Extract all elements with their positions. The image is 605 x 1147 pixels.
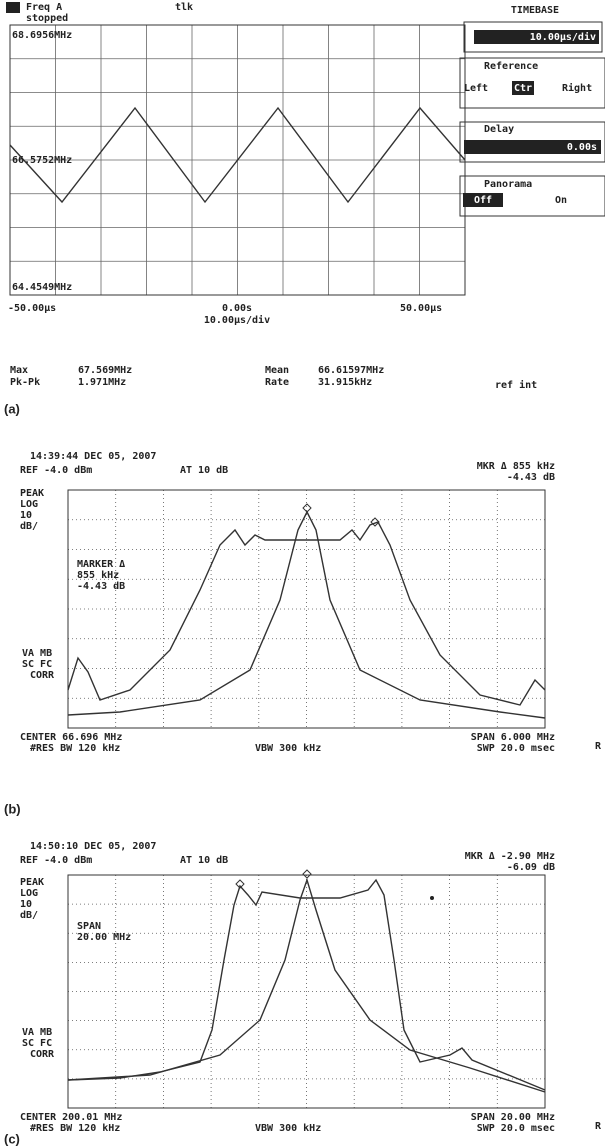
narrow-trace — [67, 877, 546, 1093]
y-label: 64.4549MHz — [12, 282, 72, 293]
footer-edge: R — [595, 1121, 602, 1132]
oscilloscope-panel: Freq A stopped tlk 68.6956MHz 66.5752MHz… — [4, 2, 605, 416]
dot — [430, 896, 434, 900]
marker: MKR Δ 855 kHz — [477, 461, 555, 472]
delay-field — [464, 140, 601, 154]
footer: SPAN 20.00 MHz — [471, 1112, 555, 1123]
y-label: 68.6956MHz — [12, 30, 72, 41]
corr: CORR — [30, 1049, 55, 1060]
caption: (a) — [4, 401, 20, 416]
stat-label: Mean — [265, 365, 289, 376]
corr: SC FC — [22, 659, 52, 670]
spectrum-panel: 14:50:10 DEC 05, 2007 REF -4.0 dBm AT 10… — [4, 841, 602, 1146]
scale: LOG — [20, 499, 38, 510]
footer-edge: R — [595, 741, 602, 752]
ref-level: REF -4.0 dBm — [20, 465, 92, 476]
reference-right: Right — [562, 82, 592, 94]
scale: dB/ — [20, 521, 38, 532]
scale: PEAK — [20, 488, 44, 499]
spectrum-panel: 14:39:44 DEC 05, 2007 REF -4.0 dBm AT 10… — [4, 451, 602, 816]
reference-title: Reference — [484, 61, 538, 72]
attenuation: AT 10 dB — [180, 465, 228, 476]
grid — [68, 875, 545, 1108]
ref-level: REF -4.0 dBm — [20, 855, 92, 866]
status: stopped — [26, 13, 68, 24]
marker-db: -6.09 dB — [507, 862, 555, 873]
timebase-title: TIMEBASE — [511, 5, 559, 16]
footer: CENTER 200.01 MHz — [20, 1112, 122, 1123]
scale: PEAK — [20, 877, 44, 888]
caption: (b) — [4, 801, 21, 816]
corr: VA MB — [22, 648, 52, 659]
panorama-selected — [463, 193, 503, 207]
x-scale: 10.00µs/div — [204, 314, 270, 326]
caption: (c) — [4, 1131, 20, 1146]
x-label: 50.00µs — [400, 303, 442, 314]
attenuation: AT 10 dB — [180, 855, 228, 866]
reference-selected — [512, 81, 534, 95]
reference-left: Left — [464, 83, 488, 94]
marker-db: -4.43 dB — [507, 472, 555, 483]
plot-frame — [67, 489, 546, 729]
corr: VA MB — [22, 1027, 52, 1038]
stat-value: 1.971MHz — [78, 377, 126, 388]
delay-title: Delay — [484, 124, 514, 135]
stat-label: Pk-Pk — [10, 377, 40, 388]
marker-symbol — [302, 503, 380, 527]
grid — [68, 490, 545, 728]
footer: CENTER 66.696 MHz — [20, 732, 122, 743]
marker-symbol — [235, 869, 312, 889]
note: SPAN — [77, 921, 101, 932]
footer: #RES BW 120 kHz — [30, 743, 120, 754]
timebase-value: 10.00µs/div — [530, 31, 596, 43]
timestamp: 14:39:44 DEC 05, 2007 — [30, 451, 156, 462]
reference-center: Ctr — [514, 83, 532, 94]
scale: 10 — [20, 510, 32, 521]
ref-int: ref int — [495, 379, 537, 391]
logo — [6, 2, 20, 13]
delay-value: 0.00s — [567, 142, 597, 153]
timebase-box[interactable] — [463, 21, 603, 53]
note: 855 kHz — [77, 570, 119, 581]
panorama-on: On — [555, 195, 567, 206]
delay-box[interactable] — [459, 121, 605, 163]
trace — [9, 106, 466, 204]
panorama-title: Panorama — [484, 179, 532, 190]
note: -4.43 dB — [77, 581, 125, 592]
tag: tlk — [175, 2, 193, 13]
marker: MKR Δ -2.90 MHz — [465, 851, 555, 862]
stat-label: Rate — [265, 377, 289, 388]
timestamp: 14:50:10 DEC 05, 2007 — [30, 841, 156, 852]
wide-trace — [67, 521, 546, 706]
panorama-off: Off — [474, 195, 492, 206]
mode: Freq A — [26, 2, 62, 13]
footer: SPAN 6.000 MHz — [471, 732, 555, 743]
note: MARKER Δ — [77, 559, 125, 570]
x-label: 0.00s — [222, 303, 252, 314]
corr: CORR — [30, 670, 55, 681]
footer: SWP 20.0 msec — [477, 743, 555, 754]
scale: 10 — [20, 899, 32, 910]
plot-frame — [67, 874, 546, 1109]
stat-label: Max — [10, 365, 28, 376]
scale: dB/ — [20, 910, 38, 921]
y-label: 66.5752MHz — [12, 155, 72, 166]
stat-value: 67.569MHz — [78, 365, 132, 376]
footer: SWP 20.0 msec — [477, 1123, 555, 1134]
panorama-box[interactable] — [459, 175, 605, 217]
timebase-field — [474, 30, 599, 44]
stat-value: 31.915kHz — [318, 377, 372, 388]
note: 20.00 MHz — [77, 932, 131, 943]
footer: #RES BW 120 kHz — [30, 1123, 120, 1134]
scale: LOG — [20, 888, 38, 899]
stat-value: 66.61597MHz — [318, 365, 384, 376]
x-label: -50.00µs — [8, 303, 56, 314]
reference-box[interactable] — [459, 57, 605, 109]
footer: VBW 300 kHz — [255, 743, 321, 754]
footer: VBW 300 kHz — [255, 1123, 321, 1134]
corr: SC FC — [22, 1038, 52, 1049]
